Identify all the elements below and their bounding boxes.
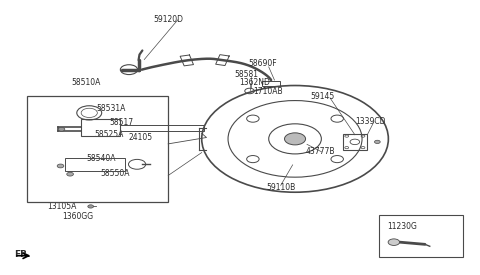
Bar — [120, 125, 204, 131]
Circle shape — [388, 239, 400, 246]
Circle shape — [57, 164, 64, 168]
Bar — [81, 119, 120, 136]
Text: 11230G: 11230G — [387, 222, 417, 231]
Text: 58531A: 58531A — [96, 104, 126, 113]
Bar — [65, 158, 125, 171]
Text: 1362ND: 1362ND — [239, 78, 270, 87]
Circle shape — [58, 127, 65, 131]
Text: 13105A: 13105A — [48, 202, 77, 211]
Text: 58550A: 58550A — [100, 169, 130, 178]
Text: 1360GG: 1360GG — [62, 212, 93, 221]
Text: 43777B: 43777B — [306, 147, 336, 156]
Text: 59110B: 59110B — [266, 183, 296, 192]
Circle shape — [285, 133, 306, 145]
Circle shape — [374, 140, 380, 144]
Text: 59145: 59145 — [311, 92, 335, 101]
Text: 58540A: 58540A — [86, 154, 115, 163]
Text: FR.: FR. — [14, 250, 31, 259]
Text: 58510A: 58510A — [72, 78, 101, 87]
Bar — [343, 134, 367, 150]
Bar — [27, 97, 168, 202]
Text: 24105: 24105 — [129, 133, 153, 142]
Text: 58517: 58517 — [110, 118, 134, 127]
Circle shape — [67, 172, 73, 176]
Text: 58690F: 58690F — [249, 59, 277, 68]
Bar — [263, 81, 280, 86]
Circle shape — [88, 205, 94, 208]
Bar — [379, 216, 463, 257]
Text: 59120D: 59120D — [154, 15, 184, 24]
Text: 58581: 58581 — [234, 70, 258, 79]
Text: 58525A: 58525A — [94, 130, 123, 139]
Text: 1710AB: 1710AB — [253, 87, 283, 96]
Text: 1339CD: 1339CD — [355, 117, 385, 126]
